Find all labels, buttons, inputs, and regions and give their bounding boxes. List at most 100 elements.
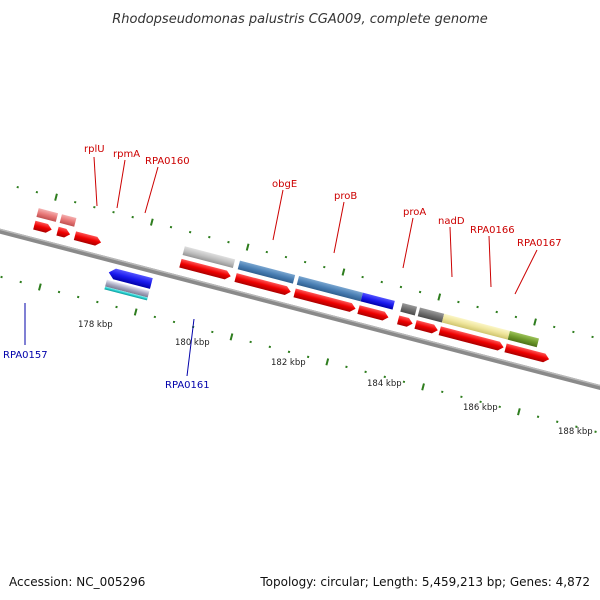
- cds-arrow-yellow: [438, 326, 504, 351]
- upper-tick-mark: [149, 218, 154, 226]
- lower-tick-mark: [383, 375, 386, 379]
- upper-tick-mark: [591, 335, 594, 339]
- lower-tick-mark: [517, 408, 521, 416]
- genome-summary-text: Topology: circular; Length: 5,459,213 bp…: [259, 575, 590, 589]
- lower-tick-mark: [133, 308, 138, 316]
- gene-label-RPA0161: RPA0161: [165, 380, 210, 391]
- genome-track: [0, 185, 600, 433]
- gene-labels: rplU rpmA RPA0160 obgE proB proA nadD RP…: [3, 144, 562, 391]
- lower-tick-mark: [479, 400, 482, 404]
- upper-tick-mark: [323, 265, 326, 269]
- lower-tick-mark: [0, 275, 3, 279]
- lower-tick-mark: [153, 315, 157, 319]
- gene-label-obgE: obgE: [272, 179, 297, 190]
- lower-tick-mark: [115, 305, 118, 309]
- upper-tick-mark: [284, 255, 288, 259]
- upper-tick-mark: [514, 315, 518, 319]
- upper-tick-mark: [361, 275, 364, 279]
- feature-box-rpmA: [59, 214, 77, 227]
- callout-lines: [24, 156, 538, 377]
- cds-arrow-proA: [293, 288, 356, 312]
- upper-tick-mark: [437, 293, 442, 301]
- lower-tick-mark: [555, 420, 559, 423]
- feature-box-RPA0161-silver: [105, 279, 150, 298]
- feature-box-proB: [237, 260, 296, 284]
- lower-tick-mark: [57, 290, 61, 294]
- upper-tick-mark: [93, 205, 96, 209]
- upper-tick-mark: [245, 243, 250, 251]
- lower-tick-mark: [268, 345, 272, 349]
- upper-tick-mark: [533, 318, 537, 326]
- upper-tick-mark: [457, 300, 460, 304]
- upper-tick-mark: [208, 235, 211, 239]
- cds-arrow-RPA0166: [397, 315, 413, 327]
- scale-label-180: 180 kbp: [175, 338, 210, 348]
- upper-tick-mark: [227, 240, 230, 244]
- scale-labels: 178 kbp 180 kbp 182 kbp 184 kbp 186 kbp …: [78, 320, 593, 437]
- lower-tick-mark: [249, 340, 252, 344]
- lower-tick-mark: [306, 355, 310, 359]
- cds-arrow-rpmA: [56, 226, 71, 238]
- upper-tick-mark: [112, 210, 115, 214]
- gene-label-RPA0167: RPA0167: [517, 238, 562, 249]
- scale-label-188: 188 kbp: [558, 427, 593, 437]
- feature-box-proA: [296, 275, 363, 302]
- upper-tick-mark: [552, 325, 556, 329]
- upper-tick-mark: [73, 200, 77, 204]
- lower-tick-mark: [76, 295, 80, 299]
- cds-arrow-rplU: [33, 220, 52, 233]
- lower-tick-mark: [38, 283, 42, 291]
- gene-label-RPA0160: RPA0160: [145, 156, 190, 167]
- feature-box-rplU: [36, 208, 59, 222]
- upper-tick-mark: [418, 290, 422, 294]
- upper-tick-row: [16, 185, 594, 339]
- lower-tick-mark: [421, 383, 425, 391]
- gene-label-rpmA: rpmA: [113, 149, 140, 160]
- genome-backbone: [0, 220, 600, 402]
- feature-box-nadD: [360, 292, 395, 310]
- upper-tick-mark: [341, 268, 346, 276]
- cds-arrow-RPA0160: [73, 231, 102, 246]
- gene-label-proB: proB: [334, 191, 357, 202]
- feature-box-yellow: [441, 313, 510, 340]
- lower-tick-mark: [575, 425, 578, 428]
- accession-text: Accession: NC_005296: [9, 575, 145, 589]
- cds-arrow-RPA0161: [108, 268, 153, 289]
- upper-tick-mark: [35, 190, 39, 194]
- upper-tick-mark: [495, 310, 498, 314]
- lower-tick-mark: [364, 370, 367, 374]
- gene-label-nadD: nadD: [438, 216, 465, 227]
- gene-label-proA: proA: [403, 207, 426, 218]
- scale-label-184: 184 kbp: [367, 379, 402, 389]
- feature-box-RPA0166: [400, 302, 418, 316]
- feature-box-RPA0167: [417, 307, 445, 323]
- lower-tick-mark: [441, 390, 444, 394]
- upper-tick-mark: [572, 330, 575, 334]
- cds-arrow-RPA0167: [414, 320, 438, 334]
- scale-label-178: 178 kbp: [78, 320, 113, 330]
- upper-tick-mark: [399, 285, 403, 289]
- lower-tick-mark: [325, 358, 330, 366]
- lower-tick-mark: [460, 395, 463, 399]
- upper-tick-mark: [303, 260, 307, 264]
- lower-tick-mark: [498, 405, 501, 409]
- scale-label-182: 182 kbp: [271, 358, 306, 368]
- lower-tick-mark: [287, 350, 291, 354]
- lower-tick-mark: [96, 300, 99, 304]
- scale-label-186: 186 kbp: [463, 403, 498, 413]
- cds-arrow-nadD: [357, 305, 389, 321]
- lower-tick-mark: [594, 430, 597, 433]
- cds-arrow-obgE: [179, 258, 231, 280]
- gene-label-RPA0166: RPA0166: [470, 225, 515, 236]
- lower-tick-mark: [345, 365, 348, 369]
- upper-tick-mark: [131, 215, 134, 219]
- map-title: Rhodopseudomonas palustris CGA009, compl…: [112, 12, 488, 27]
- lower-tick-mark: [229, 333, 234, 341]
- upper-tick-mark: [380, 280, 383, 284]
- lower-tick-mark: [19, 280, 22, 284]
- upper-tick-mark: [476, 305, 479, 309]
- feature-box-RPA0161-cyan: [104, 286, 148, 301]
- lower-tick-mark: [402, 380, 406, 384]
- lower-tick-row: [0, 275, 597, 433]
- lower-tick-mark: [536, 415, 540, 418]
